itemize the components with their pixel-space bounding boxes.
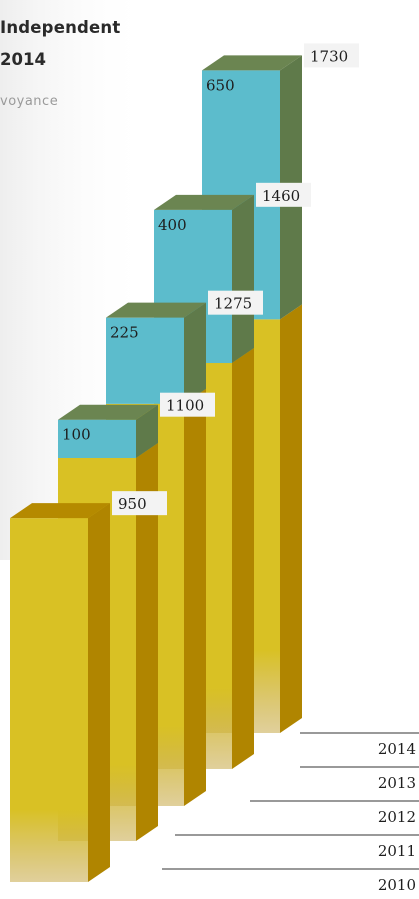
bar-top-value-2014: 650 [206,76,235,94]
year-label-2012: 2012 [378,808,416,826]
bar-top-cap-2012 [106,302,206,318]
year-label-2013: 2013 [378,774,416,792]
bar-base-side-2011 [136,443,158,841]
chart-subtitle: voyance [0,94,59,109]
bar-top-cap-2011 [58,404,158,420]
total-label-bg-2011 [160,392,215,417]
year-label-2010: 2010 [378,876,416,894]
bar-base-side-2014 [280,304,302,733]
bar-top-cap-2013 [154,194,254,210]
total-label-bg-2014 [304,43,359,68]
bar-top-value-2012: 225 [110,324,139,342]
bar-top-side-2012 [184,302,206,404]
bar-base-side-2010 [88,503,110,882]
bar-total-value-2011: 1100 [166,397,204,415]
bar-base-side-2013 [232,348,254,769]
bar-base-side-2012 [184,388,206,806]
bar-2010 [10,503,110,882]
chart-title-year: 2014 [0,50,46,69]
year-label-2011: 2011 [378,842,416,860]
total-label-bg-2013 [256,182,311,207]
bar-base-top-2010 [10,503,110,519]
bar-top-cap-2014 [202,55,302,71]
total-label-bg-2012 [208,290,263,315]
chart-title: Independent [0,18,121,37]
bar-top-value-2013: 400 [158,216,187,234]
bar-total-value-2014: 1730 [310,47,348,65]
year-label-2014: 2014 [378,740,416,758]
bar-top-value-2011: 100 [62,426,91,444]
bar-top-front-2012 [106,317,184,404]
year-axis: 2010 2011 2012 2013 2014 [162,732,419,894]
labels-group: 650 1730 400 1460 225 1275 100 1100 950 [62,43,359,516]
bar-top-front-2011 [58,419,136,458]
bars-group [10,55,302,882]
bar-total-value-2013: 1460 [262,187,300,205]
bar-total-value-2010: 950 [118,495,147,513]
total-label-bg-2010 [112,491,167,516]
bar-top-side-2011 [136,404,158,458]
bar-base-front-2010 [10,518,88,882]
bar-total-value-2012: 1275 [214,295,252,313]
bar-top-side-2013 [232,194,254,364]
